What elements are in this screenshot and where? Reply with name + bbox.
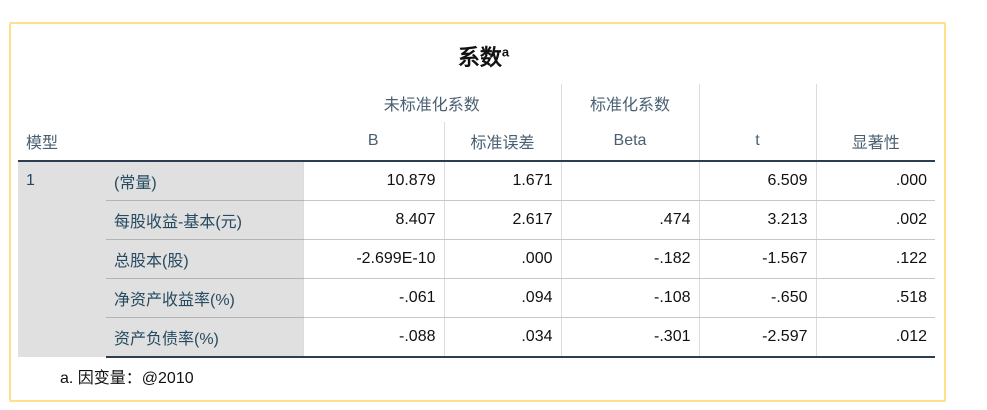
cell-sig: .122 xyxy=(815,239,935,279)
footnote: a. 因变量：@2010 xyxy=(60,370,194,387)
cell-beta: .474 xyxy=(560,200,699,240)
cell-sig: .000 xyxy=(815,161,935,201)
header-beta: Beta xyxy=(560,122,699,162)
cell-t: -2.597 xyxy=(698,317,816,358)
cell-B: -.088 xyxy=(302,317,444,358)
header-t: t xyxy=(698,122,816,162)
row-label: 净资产收益率(%) xyxy=(106,278,303,318)
cell-se: 1.671 xyxy=(443,161,561,201)
cell-t: 6.509 xyxy=(698,161,816,201)
cell-beta xyxy=(560,161,699,201)
header-standardized: 标准化系数 xyxy=(560,84,699,122)
coefficients-table: 未标准化系数 标准化系数 模型 B 标准误差 Beta t 显著性 1 (常量) 1… xyxy=(18,84,935,358)
title-footnote-marker: a xyxy=(501,44,510,60)
header-unstandardized: 未标准化系数 xyxy=(383,97,480,114)
header-model: 模型 xyxy=(18,122,303,162)
coefficients-table-frame: 系数a 未标准化系数 标准化系数 模型 B 标准误差 Beta t 显著性 1(… xyxy=(9,22,946,402)
cell-se: 2.617 xyxy=(443,200,561,240)
cell-sig: .012 xyxy=(815,317,935,358)
cell-B: 8.407 xyxy=(302,200,444,240)
table-row: 1 (常量) 10.879 1.671 6.509.000 xyxy=(18,161,935,357)
cell-t: 3.213 xyxy=(698,200,816,240)
table-row: 每股收益-基本(元) 8.407 2.617.474 3.213.002 xyxy=(18,200,935,240)
cell-sig: .002 xyxy=(815,200,935,240)
table-row: 资产负债率(%) -.088.034 -.301 -2.597.012 xyxy=(18,317,935,358)
cell-se: .094 xyxy=(443,278,561,318)
row-label: (常量) xyxy=(106,161,303,201)
row-label: 总股本(股) xyxy=(106,239,303,279)
cell-t: -1.567 xyxy=(698,239,816,279)
cell-sig: .518 xyxy=(815,278,935,318)
cell-se: .000 xyxy=(443,239,561,279)
table-row: 净资产收益率(%) -.061.094 -.108 -.650.518 xyxy=(18,278,935,318)
cell-B: -2.699E-10 xyxy=(302,239,444,279)
table-row: 总股本(股) -2.699E-10.000 -.182 -1.567.122 xyxy=(18,239,935,279)
cell-B: 10.879 xyxy=(302,161,444,201)
header-std-error: 标准误差 xyxy=(443,122,561,162)
cell-beta: -.182 xyxy=(560,239,699,279)
table-title: 系数a xyxy=(11,40,956,72)
title-text: 系数 xyxy=(457,45,502,71)
row-label: 每股收益-基本(元) xyxy=(106,200,303,240)
row-label: 资产负债率(%) xyxy=(106,317,303,358)
model-number: 1 xyxy=(18,161,106,357)
header-b: B xyxy=(303,122,444,162)
cell-se: .034 xyxy=(443,317,561,358)
cell-t: -.650 xyxy=(698,278,816,318)
cell-beta: -.301 xyxy=(560,317,699,358)
header-sig: 显著性 xyxy=(815,122,935,162)
cell-B: -.061 xyxy=(302,278,444,318)
cell-beta: -.108 xyxy=(560,278,699,318)
